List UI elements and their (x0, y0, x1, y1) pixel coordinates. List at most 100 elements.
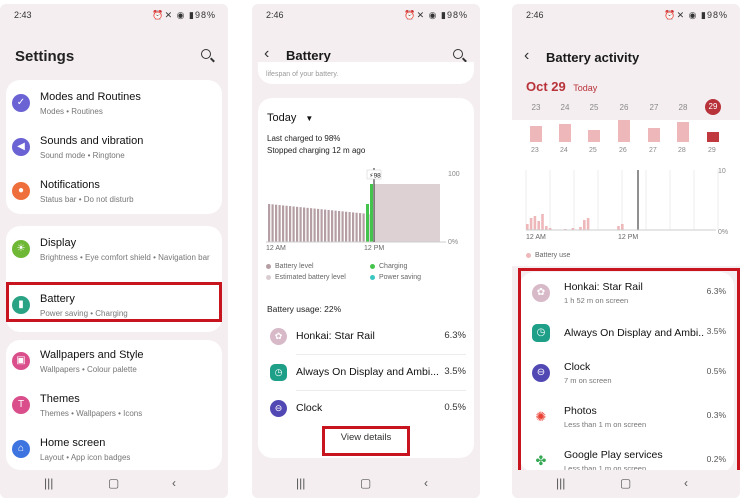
legend-battery-use: Battery use (526, 252, 570, 259)
settings-item-wallpapers[interactable]: ▣ Wallpapers and Style Wallpapers • Colo… (6, 346, 222, 386)
hourly-y-top-label: 10 (718, 168, 726, 175)
navigation-bar: ||| ▢ ‹ (512, 470, 740, 498)
chart-x-label: 12 AM (526, 234, 546, 241)
battery-level-bar (348, 212, 351, 242)
chart-x-label: 12 AM (266, 245, 286, 252)
aod-clock-icon: ◷ (532, 324, 550, 342)
back-arrow-icon[interactable]: ‹ (524, 47, 530, 64)
back-icon[interactable]: ‹ (172, 476, 176, 490)
divider (296, 354, 466, 355)
app-usage-row[interactable]: ⊖ Clock 0.5% (258, 394, 474, 424)
app-usage-row[interactable]: ✿ Honkai: Star Rail 6.3% (258, 322, 474, 352)
week-day-tick: 24 (560, 147, 568, 154)
estimated-battery-area (374, 184, 440, 242)
settings-item-battery[interactable]: ▮ Battery Power saving • Charging (6, 290, 222, 330)
status-bar: 2:46 ⏰✕ ◉ ▮98% (526, 10, 728, 24)
settings-item-home-screen[interactable]: ⌂ Home screen Layout • App icon badges (6, 434, 222, 474)
settings-item-display[interactable]: ☀ Display Brightness • Eye comfort shiel… (6, 234, 222, 282)
app-activity-row[interactable]: ✿ Honkai: Star Rail 1 h 52 m on screen 6… (520, 272, 734, 316)
settings-item-sounds[interactable]: ◀ Sounds and vibration Sound mode • Ring… (6, 132, 222, 172)
recents-icon[interactable]: ||| (556, 476, 566, 490)
day-label[interactable]: 23 (531, 103, 541, 112)
app-name: Honkai: Star Rail (296, 330, 375, 342)
battery-level-bar (334, 210, 337, 242)
view-details-button[interactable]: View details (340, 432, 392, 443)
day-label[interactable]: 28 (678, 103, 688, 112)
sun-icon: ☀ (12, 240, 30, 258)
legend-charging: Charging (370, 263, 407, 270)
battery-level-bar (362, 213, 365, 242)
settings-item-subtitle: Wallpapers • Colour palette (40, 365, 137, 374)
battery-level-bar (331, 210, 334, 242)
app-name: Always On Display and Ambi... (296, 366, 439, 378)
home-button-icon[interactable]: ▢ (620, 476, 632, 490)
period-label: Today (267, 112, 297, 124)
day-label[interactable]: 29 (705, 99, 721, 115)
day-label[interactable]: 27 (649, 103, 659, 112)
legend-power-saving: Power saving (370, 274, 421, 281)
app-activity-row[interactable]: ✤ Google Play services Less than 1 m on … (520, 440, 734, 484)
legend-estimated: Estimated battery level (266, 274, 346, 281)
settings-item-themes[interactable]: T Themes Themes • Wallpapers • Icons (6, 390, 222, 430)
back-arrow-icon[interactable]: ‹ (264, 45, 270, 62)
hourly-usage-chart: 10 0% (525, 168, 728, 236)
battery-level-bar (282, 205, 285, 242)
week-day-tick: 29 (708, 147, 716, 154)
hourly-usage-bar (583, 220, 586, 230)
battery-level-bars (268, 184, 373, 242)
home-icon: ⌂ (12, 440, 30, 458)
battery-level-bar (303, 207, 306, 242)
back-icon[interactable]: ‹ (424, 476, 428, 490)
settings-item-title: Notifications (40, 179, 100, 191)
battery-info-text: lifespan of your battery. (266, 71, 339, 78)
hourly-chart-area: 10 0% 12 AM 12 PM Battery use (512, 164, 740, 266)
notification-icon: ● (12, 182, 30, 200)
last-charged-text: Last charged to 98% (267, 134, 341, 143)
settings-item-title: Wallpapers and Style (40, 349, 144, 361)
themes-icon: T (12, 396, 30, 414)
back-icon[interactable]: ‹ (684, 476, 688, 490)
check-circle-icon: ✓ (12, 94, 30, 112)
battery-usage-card: Today ▼ Last charged to 98% Stopped char… (258, 98, 474, 458)
recents-icon[interactable]: ||| (296, 476, 306, 490)
app-screen-time: Less than 1 m on screen (564, 464, 647, 473)
hourly-usage-bar (579, 227, 582, 230)
hourly-usage-bar (621, 224, 624, 230)
hourly-usage-bar (617, 226, 620, 230)
battery-info-card: lifespan of your battery. (258, 62, 474, 84)
settings-item-notifications[interactable]: ● Notifications Status bar • Do not dist… (6, 176, 222, 216)
home-button-icon[interactable]: ▢ (360, 476, 372, 490)
search-icon[interactable] (452, 48, 468, 64)
battery-level-bar (306, 207, 309, 242)
app-percentage: 0.5% (444, 402, 466, 413)
settings-item-title: Home screen (40, 437, 106, 449)
week-usage-bar (648, 128, 660, 142)
app-name: Google Play services (564, 449, 663, 461)
home-button-icon[interactable]: ▢ (108, 476, 120, 490)
day-label[interactable]: 24 (560, 103, 570, 112)
period-selector[interactable]: Today ▼ (267, 112, 313, 124)
settings-item-title: Modes and Routines (40, 91, 141, 103)
app-activity-row[interactable]: ⊖ Clock 7 m on screen 0.5% (520, 352, 734, 396)
app-activity-row[interactable]: ◷ Always On Display and Ambi... 3.5% (520, 312, 734, 356)
battery-level-chart: ⚡98 100 0% (266, 168, 460, 246)
battery-level-bar (345, 211, 348, 242)
battery-level-bar (271, 204, 274, 242)
day-label[interactable]: 25 (589, 103, 599, 112)
hourly-usage-bar (529, 218, 533, 230)
battery-activity-screen: 2:46 ⏰✕ ◉ ▮98% ‹ Battery activity Oct 29… (512, 4, 740, 498)
week-day-tick: 27 (649, 147, 657, 154)
settings-item-modes[interactable]: ✓ Modes and Routines Modes • Routines (6, 88, 222, 128)
app-activity-row[interactable]: ✺ Photos Less than 1 m on screen 0.3% (520, 396, 734, 440)
app-percentage: 0.3% (706, 410, 726, 420)
recents-icon[interactable]: ||| (44, 476, 54, 490)
settings-item-subtitle: Brightness • Eye comfort shield • Naviga… (40, 253, 210, 262)
app-activity-list: ✿ Honkai: Star Rail 1 h 52 m on screen 6… (520, 272, 734, 473)
week-usage-bar (707, 132, 719, 142)
page-title: Battery activity (546, 50, 640, 65)
charging-bar (366, 204, 369, 242)
app-usage-row[interactable]: ◷ Always On Display and Ambi... 3.5% (258, 358, 474, 388)
clock-icon: ⊖ (532, 364, 550, 382)
day-label[interactable]: 26 (619, 103, 629, 112)
search-icon[interactable] (200, 48, 216, 64)
